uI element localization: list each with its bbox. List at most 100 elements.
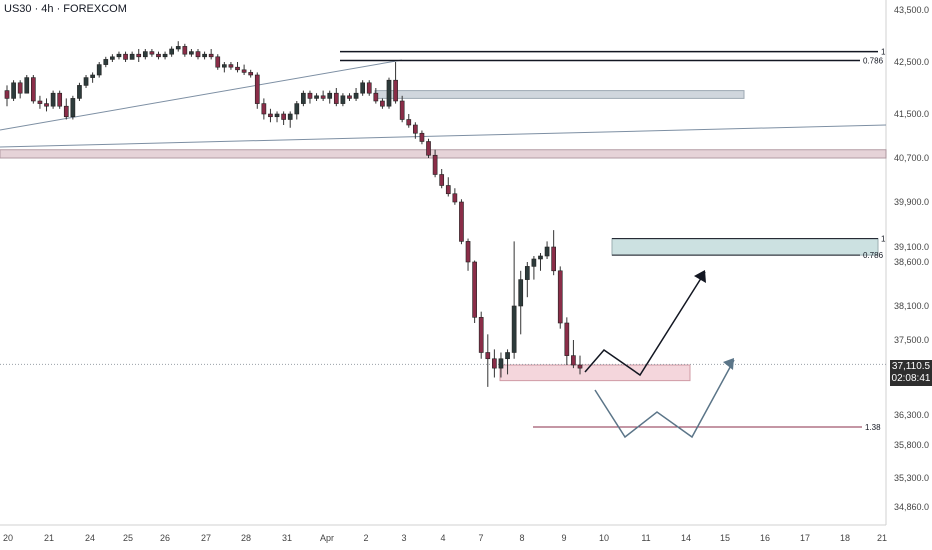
candle-bear [320,90,326,101]
candle-body [50,92,56,107]
time-tick-label: 16 [760,533,770,543]
candle-body [571,355,576,366]
candle-body [347,95,352,99]
price-tick-label: 36,300.0 [894,410,929,420]
candle-bear [399,95,405,123]
candle-bear [347,93,352,101]
candle-body [24,77,30,94]
bearish-arrow-head [723,358,734,370]
price-tick-label: 38,600.0 [894,257,929,267]
candle-body [419,132,425,142]
fib-level-label: 0.786 [863,56,884,65]
candle-bull [103,56,109,68]
candle-bull [222,62,227,73]
candle-bull [353,88,359,101]
candle-body [399,100,405,120]
candle-bear [156,51,161,60]
candle-body [432,154,438,175]
candle-bear [366,80,372,96]
time-tick-label: 7 [478,533,483,543]
candle-body [307,92,313,99]
candle-bear [63,98,69,120]
candle-bull [169,46,174,57]
time-tick-label: 27 [201,533,211,543]
time-tick-label: 25 [123,533,133,543]
candle-body [320,95,326,99]
price-tick-label: 41,500.0 [894,109,929,119]
candle-body [37,100,43,104]
candle-bull [287,111,293,128]
candle-bear [31,75,36,104]
candle-body [11,82,16,99]
candle-body [386,79,392,107]
time-tick-label: 8 [519,533,524,543]
time-tick-label: 9 [561,533,566,543]
candle-bull [70,95,76,120]
candle-bull [96,62,102,78]
price-tick-label: 35,300.0 [894,473,929,483]
candle-body [129,53,135,60]
candle-body [452,193,458,203]
candle-bull [386,77,392,109]
candle-bull [129,51,135,60]
candle-body [116,53,122,58]
candle-bull [314,93,319,101]
candle-body [445,185,451,195]
candle-bear [571,340,576,369]
time-tick-label: 18 [840,533,850,543]
candle-bear [182,43,188,57]
candle-bear [406,114,412,128]
candle-body [235,66,240,71]
candle-bear [373,88,379,104]
price-tick-label: 40,700.0 [894,153,929,163]
candle-body [538,255,543,260]
candle-bull [202,51,207,60]
zone-pink [499,364,691,382]
time-tick-label: 11 [641,533,650,543]
candle-body [182,46,188,55]
candle-body [524,266,530,280]
candle-bear [564,317,570,365]
time-tick-label: 14 [681,533,691,543]
candle-body [551,246,556,272]
candle-bull [142,49,148,60]
candle-body [340,95,346,104]
zone-teal [611,238,879,256]
fib-level-label: 1 [881,48,886,57]
candle-body [380,100,385,107]
candle-body [261,103,267,115]
candle-body [366,82,372,94]
time-tick-label: 24 [85,533,95,543]
candle-body [373,92,379,102]
candle-body [142,51,148,58]
candle-bear [149,49,155,57]
candle-bear [241,64,247,75]
price-tick-label: 37,500.0 [894,335,929,345]
candle-body [327,92,333,99]
candle-bull [116,51,122,60]
price-tick-label: 39,100.0 [894,242,929,252]
candle-body [110,56,115,60]
price-tick-label: 34,860.0 [894,502,929,512]
candle-bull [294,101,300,120]
candle-body [44,103,49,107]
symbol-label: US30 · 4h · FOREXCOM [4,3,127,15]
candle-bear [393,62,398,104]
candle-bear [485,334,491,387]
candle-bull [498,352,504,378]
candle-bear [208,49,214,60]
candle-bear [551,230,556,276]
candle-bear [445,177,451,197]
candle-body [162,53,168,58]
fib-level-label: 1.38 [865,423,881,432]
candle-body [202,53,207,58]
candle-body [287,113,293,120]
candle-bear [307,90,313,104]
candle-body [478,317,484,353]
candle-body [439,174,445,186]
candle-bull [189,49,194,57]
candle-body [274,113,280,118]
candle-bull [90,72,95,83]
candle-bear [228,62,234,70]
